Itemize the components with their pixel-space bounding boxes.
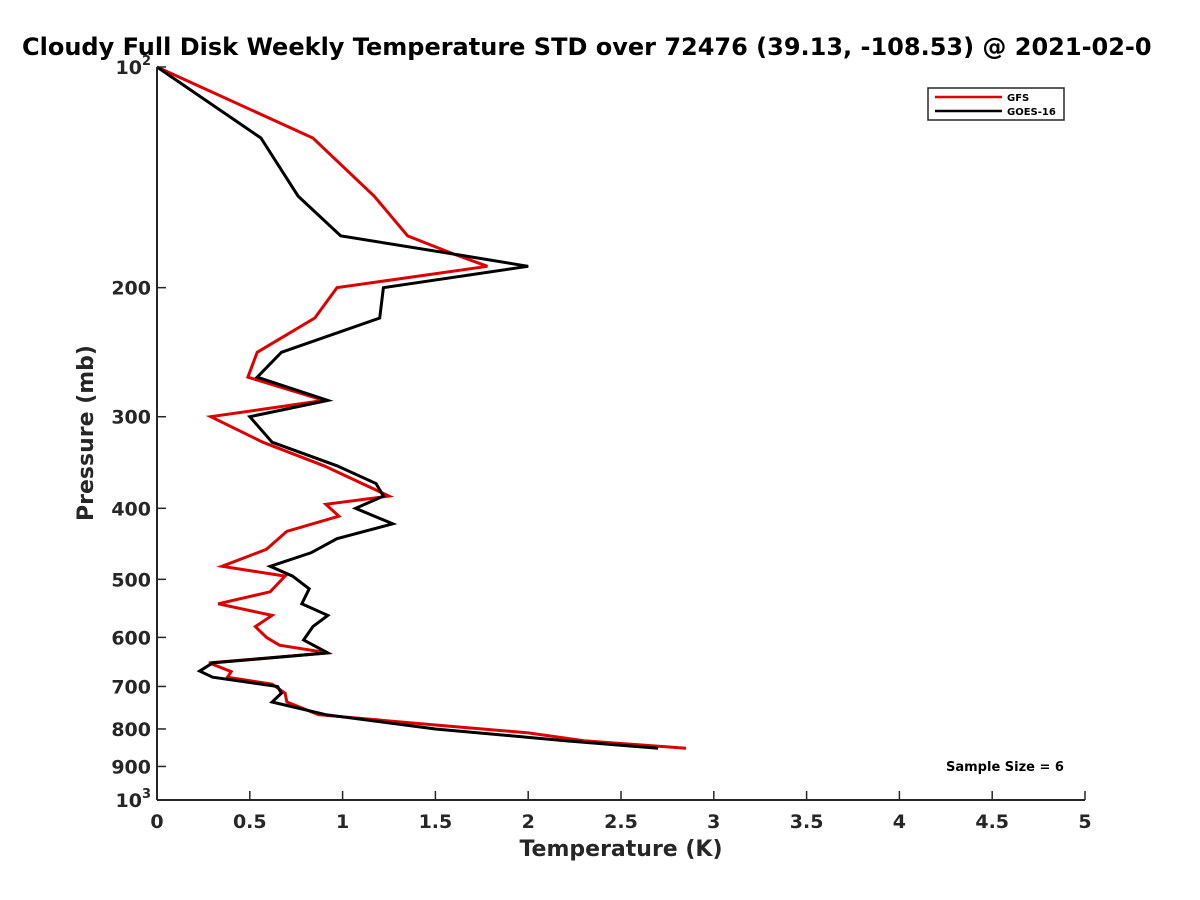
y-tick-label: 500 [111,569,151,591]
y-tick-label: 700 [111,676,151,698]
legend-label-goes16: GOES-16 [1007,107,1056,118]
series-layer [156,65,687,750]
x-axis-label: Temperature (K) [519,837,722,862]
x-tick-label: 2.5 [604,811,638,833]
x-tick-label: 1.5 [419,811,453,833]
x-tick-label: 0 [150,811,163,833]
chart-title: Cloudy Full Disk Weekly Temperature STD … [22,33,1152,61]
legend: GFS GOES-16 [927,87,1065,121]
y-tick-label: 600 [111,627,151,649]
x-tick-label: 2 [522,811,535,833]
y-ticks: 102 200 300 400 500 600 700 800 900 103 [111,54,166,812]
x-tick-label: 4.5 [975,811,1009,833]
y-tick-label: 300 [111,407,151,429]
legend-box [927,87,1065,121]
sample-size-annotation: Sample Size = 6 [946,760,1064,775]
x-tick-label: 5 [1078,811,1091,833]
legend-label-gfs: GFS [1007,93,1029,104]
y-axis-label: Pressure (mb) [74,345,99,521]
x-tick-label: 0.5 [233,811,267,833]
x-ticks: 0 0.5 1 1.5 2 2.5 3 3.5 4 4.5 5 [150,791,1092,833]
y-tick-label: 400 [111,498,151,520]
y-tick-label: 102 [116,54,152,79]
x-tick-label: 3 [707,811,720,833]
y-tick-label: 900 [111,756,151,778]
series-line-goes16 [156,65,659,750]
y-tick-label: 200 [111,278,151,300]
x-tick-label: 4 [893,811,906,833]
x-tick-label: 3.5 [790,811,824,833]
y-tick-label: 800 [111,719,151,741]
y-tick-label: 103 [116,787,152,812]
x-tick-label: 1 [336,811,349,833]
